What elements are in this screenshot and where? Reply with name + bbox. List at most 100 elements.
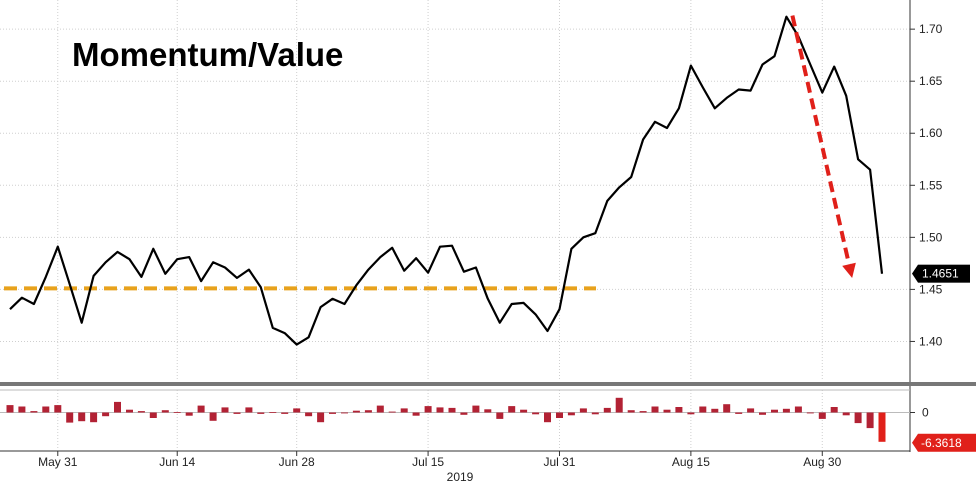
momentum-bar: [197, 405, 205, 413]
momentum-bar: [735, 412, 743, 414]
panel-separator: [0, 382, 976, 386]
x-tick-label: Jul 15: [412, 455, 444, 469]
momentum-bar: [66, 412, 74, 423]
momentum-bar: [771, 409, 778, 413]
y-tick-label: 1.40: [919, 334, 943, 348]
momentum-bar: [18, 406, 26, 413]
bar-last-value-pointer: [912, 433, 918, 452]
x-tick-label: Aug 30: [803, 455, 841, 469]
momentum-bar: [185, 412, 193, 416]
momentum-bar: [496, 412, 504, 419]
bar-last-value-label: -6.3618: [921, 436, 962, 450]
annotation-arrow-head: [842, 262, 856, 278]
momentum-bar: [149, 412, 157, 418]
bar-zero-label: 0: [922, 406, 929, 420]
momentum-bar: [878, 412, 886, 442]
x-axis-year-label: 2019: [447, 470, 474, 484]
momentum-bar: [269, 412, 277, 413]
momentum-bar: [532, 412, 540, 415]
momentum-bar: [591, 412, 599, 415]
momentum-bar: [615, 397, 623, 413]
x-tick-label: Jun 28: [279, 455, 315, 469]
momentum-bar: [54, 405, 62, 413]
y-tick-label: 1.60: [919, 126, 943, 140]
momentum-bar: [305, 412, 313, 417]
momentum-bar: [460, 412, 468, 415]
chart-title: Momentum/Value: [72, 36, 344, 73]
last-value-label: 1.4651: [922, 267, 959, 281]
momentum-bar: [209, 412, 217, 421]
momentum-bar: [854, 412, 862, 424]
momentum-bar: [78, 412, 86, 422]
momentum-bar: [782, 408, 790, 413]
y-tick-label: 1.50: [919, 230, 943, 244]
momentum-bar: [102, 412, 110, 417]
y-tick-label: 1.65: [919, 74, 943, 88]
momentum-bar: [663, 409, 671, 413]
x-tick-label: Jun 14: [159, 455, 195, 469]
momentum-bar: [675, 407, 683, 413]
series-line: [9, 15, 884, 346]
momentum-bar: [137, 411, 145, 413]
y-tick-label: 1.55: [919, 178, 943, 192]
momentum-bar: [699, 406, 707, 413]
momentum-bar: [448, 407, 456, 413]
momentum-bar: [818, 412, 826, 419]
y-tick-label: 1.70: [919, 22, 943, 36]
annotation-arrow-shaft: [790, 15, 851, 265]
momentum-bar: [639, 411, 647, 413]
momentum-bar: [651, 406, 659, 413]
momentum-bar: [747, 408, 755, 413]
momentum-bar: [508, 406, 516, 413]
momentum-bar: [281, 412, 289, 414]
momentum-bar: [424, 406, 432, 413]
momentum-bar: [436, 407, 444, 413]
momentum-bar: [400, 408, 408, 413]
momentum-bar: [544, 412, 551, 423]
momentum-bar: [126, 409, 133, 413]
momentum-bar: [556, 412, 563, 418]
momentum-bar: [830, 407, 838, 413]
y-tick-label: 1.45: [919, 282, 943, 296]
momentum-bar: [866, 412, 874, 429]
momentum-bar: [30, 411, 38, 413]
momentum-bar: [341, 412, 348, 414]
x-tick-label: May 31: [38, 455, 78, 469]
momentum-bar: [90, 412, 98, 423]
momentum-bar: [520, 409, 528, 413]
momentum-bar: [245, 407, 253, 413]
momentum-bar: [484, 409, 492, 413]
momentum-bar: [257, 412, 265, 414]
momentum-bar: [293, 408, 301, 413]
momentum-bar: [364, 410, 372, 413]
momentum-bar: [567, 412, 575, 416]
last-value-pointer: [912, 264, 918, 283]
momentum-bar: [472, 405, 480, 413]
momentum-bar: [233, 412, 241, 414]
momentum-bar: [173, 412, 181, 413]
momentum-bar: [579, 408, 587, 413]
last-value-box: [918, 264, 970, 283]
momentum-bar: [376, 405, 384, 413]
momentum-bar: [388, 411, 396, 413]
bar-last-value-box: [918, 433, 976, 452]
momentum-bar: [759, 412, 766, 415]
x-tick-label: Jul 31: [543, 455, 575, 469]
momentum-bar: [161, 410, 169, 413]
momentum-bar: [6, 405, 14, 413]
momentum-bar: [603, 407, 611, 413]
momentum-bar: [412, 412, 420, 416]
x-tick-label: Aug 15: [672, 455, 710, 469]
momentum-bar: [723, 404, 731, 413]
momentum-bar: [687, 412, 695, 415]
momentum-bar: [711, 408, 719, 413]
momentum-bar: [329, 412, 336, 414]
momentum-bar: [627, 410, 635, 413]
momentum-bar: [352, 410, 360, 413]
momentum-bar: [842, 412, 850, 416]
momentum-bar: [42, 406, 50, 413]
momentum-bar: [317, 412, 325, 423]
momentum-bar: [794, 406, 802, 413]
momentum-bar: [806, 412, 814, 414]
